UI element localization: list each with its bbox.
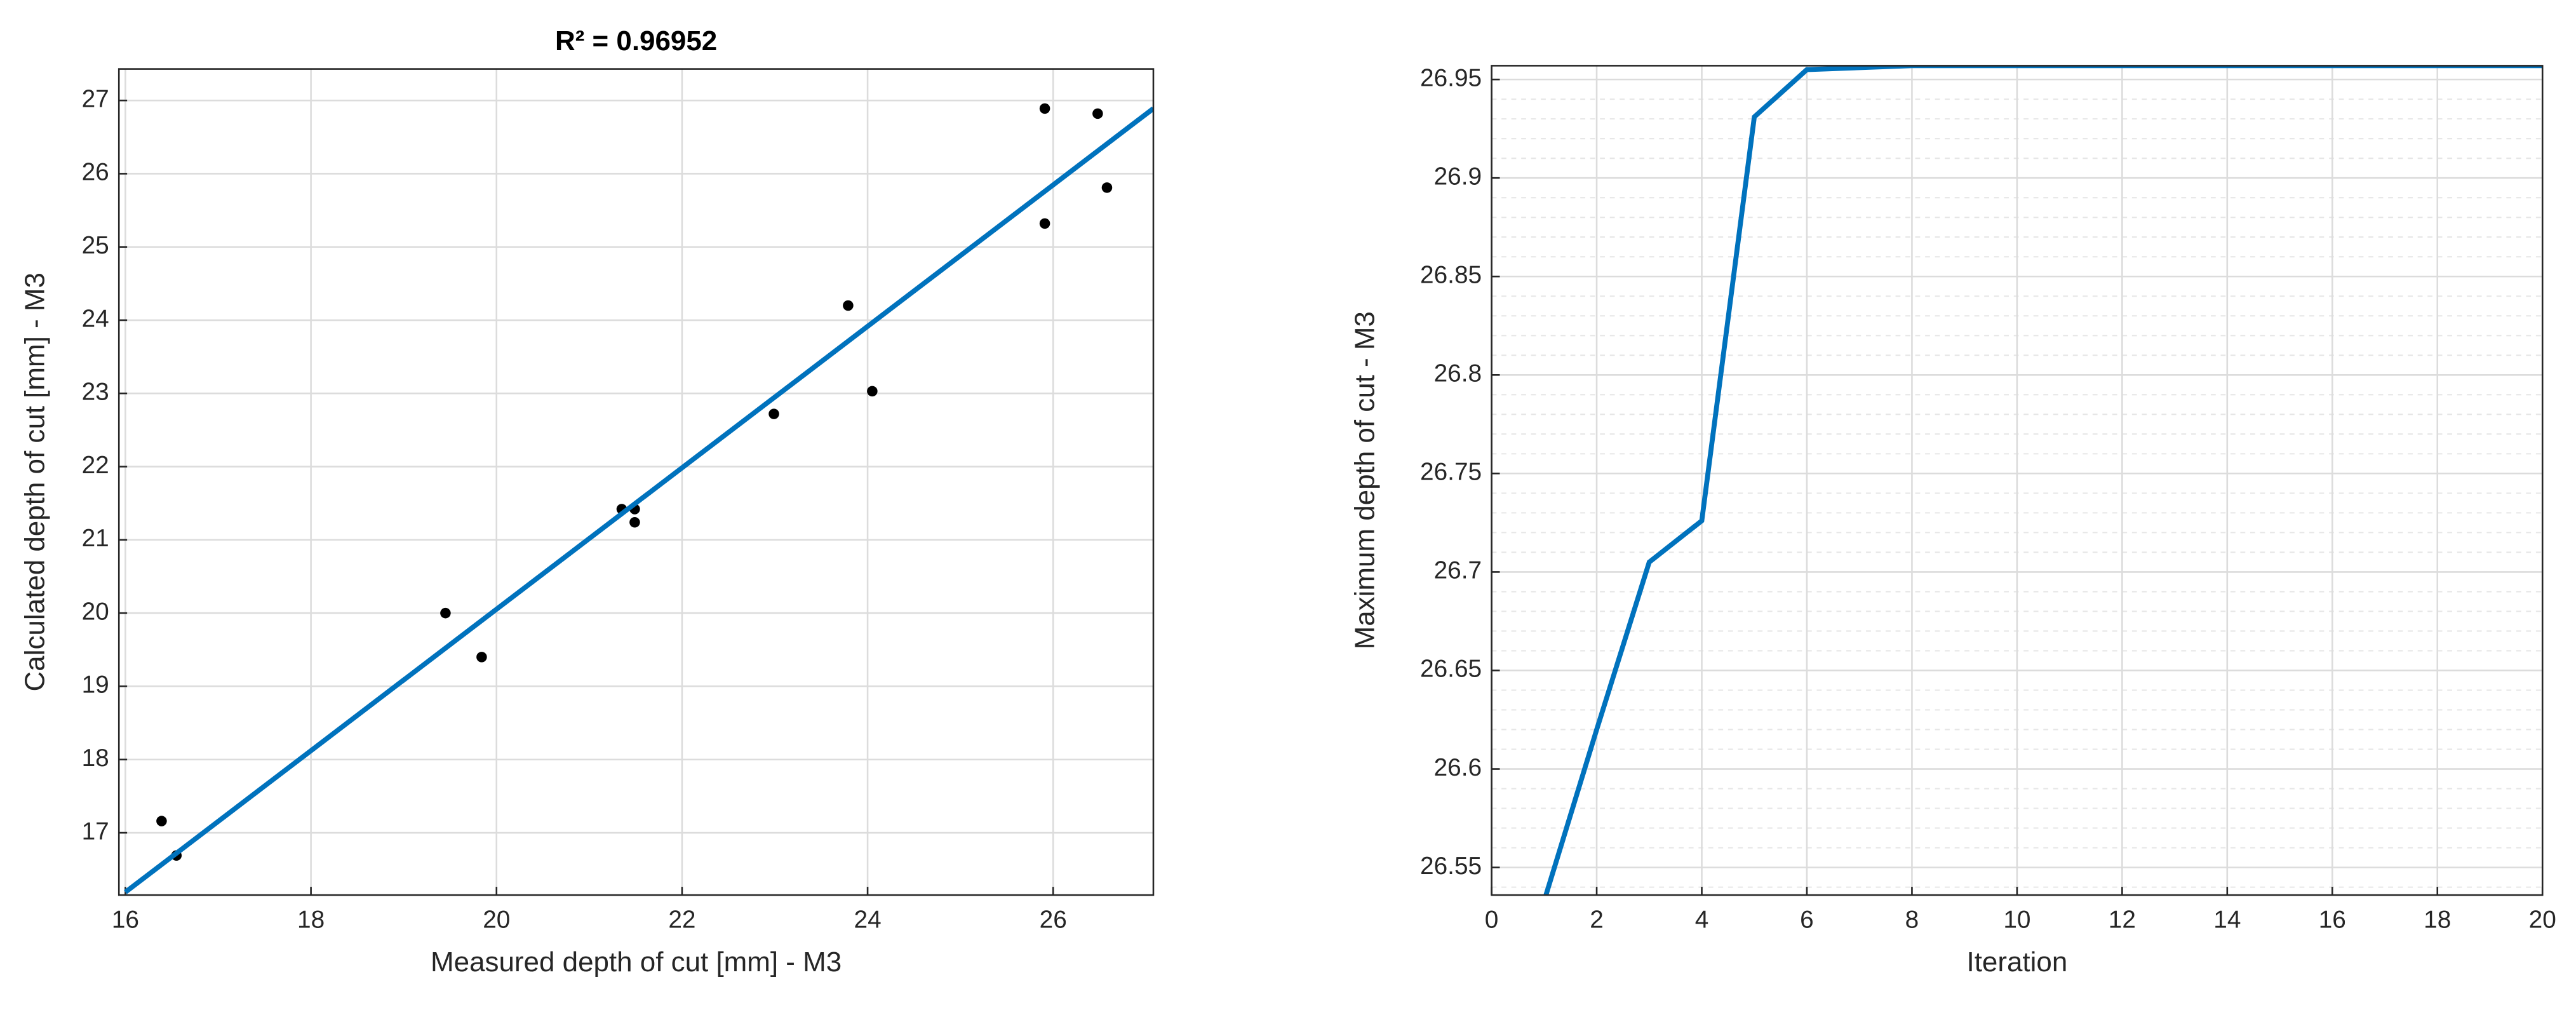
y-tick-label: 27 bbox=[82, 85, 109, 112]
y-tick-label: 26.8 bbox=[1434, 360, 1482, 387]
data-line bbox=[1543, 65, 2543, 896]
x-tick-label: 4 bbox=[1695, 906, 1709, 934]
y-tick-label: 22 bbox=[82, 452, 109, 479]
y-tick-label: 26 bbox=[82, 159, 109, 186]
point bbox=[440, 607, 451, 619]
x-tick-label: 12 bbox=[2109, 906, 2136, 934]
point bbox=[867, 386, 878, 397]
x-tick-label: 14 bbox=[2213, 906, 2241, 934]
point bbox=[1101, 182, 1113, 193]
x-tick-label: 10 bbox=[2003, 906, 2030, 934]
y-tick-label: 26.95 bbox=[1420, 64, 1482, 91]
x-tick-label: 18 bbox=[2424, 906, 2451, 934]
x-tick-label: 16 bbox=[2319, 906, 2346, 934]
y-tick-label: 24 bbox=[82, 305, 109, 332]
y-tick-label: 25 bbox=[82, 232, 109, 259]
point bbox=[768, 408, 779, 419]
point bbox=[1039, 103, 1050, 114]
x-tick-label: 2 bbox=[1590, 906, 1604, 934]
y-tick-label: 23 bbox=[82, 379, 109, 406]
y-tick-label: 18 bbox=[82, 744, 109, 772]
y-tick-label: 26.85 bbox=[1420, 261, 1482, 288]
y-tick-label: 26.7 bbox=[1434, 557, 1482, 584]
x-tick-label: 18 bbox=[297, 906, 325, 934]
y-tick-label: 26.55 bbox=[1420, 852, 1482, 880]
y-tick-label: 26.6 bbox=[1434, 754, 1482, 781]
x-tick-label: 6 bbox=[1800, 906, 1814, 934]
y-axis-label: Calculated depth of cut [mm] - M3 bbox=[20, 273, 51, 691]
x-tick-label: 20 bbox=[483, 906, 510, 934]
y-tick-label: 20 bbox=[82, 598, 109, 625]
x-axis-label: Iteration bbox=[1967, 946, 2068, 978]
axes-box bbox=[117, 68, 1155, 896]
x-tick-label: 16 bbox=[112, 906, 139, 934]
data-layer bbox=[124, 103, 1154, 894]
chart-title: R² = 0.96952 bbox=[555, 25, 717, 57]
x-axis-label: Measured depth of cut [mm] - M3 bbox=[431, 946, 842, 978]
y-tick-label: 21 bbox=[82, 525, 109, 552]
x-tick-label: 26 bbox=[1040, 906, 1067, 934]
x-tick-label: 22 bbox=[668, 906, 695, 934]
axes-box bbox=[1491, 65, 2544, 896]
data-layer bbox=[1543, 65, 2543, 896]
x-tick-label: 0 bbox=[1485, 906, 1499, 934]
y-tick-label: 26.75 bbox=[1420, 459, 1482, 486]
y-axis-label: Maximum depth of cut - M3 bbox=[1350, 311, 1381, 649]
point bbox=[1039, 218, 1050, 229]
point bbox=[629, 516, 640, 528]
y-tick-label: 26.9 bbox=[1434, 163, 1482, 190]
point bbox=[1092, 108, 1103, 119]
point bbox=[843, 300, 854, 311]
point bbox=[476, 652, 487, 663]
x-tick-label: 8 bbox=[1905, 906, 1919, 934]
y-tick-label: 17 bbox=[82, 818, 109, 845]
subplot: 16 18 20 22 24 26 17 18 19 20 21 22 23 24 25 26 27 R² = 0… bbox=[20, 25, 1155, 978]
plot-area bbox=[119, 69, 1154, 896]
y-tick-label: 19 bbox=[82, 671, 109, 699]
point bbox=[156, 816, 167, 826]
data-line bbox=[124, 106, 1154, 894]
x-tick-label: 24 bbox=[854, 906, 882, 934]
subplot: 0 2 4 6 8 10 12 14 16 18 20 26.55 26.6 26.65 26.7 26.75… bbox=[1350, 64, 2556, 978]
x-tick-label: 20 bbox=[2529, 906, 2556, 934]
y-tick-label: 26.65 bbox=[1420, 656, 1482, 683]
